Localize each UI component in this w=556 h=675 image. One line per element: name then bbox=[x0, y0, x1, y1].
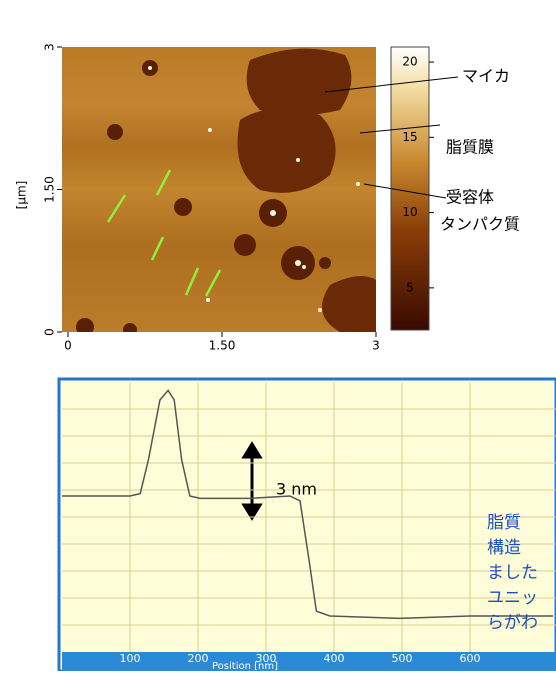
y-tick-label: 0 bbox=[43, 328, 57, 336]
annotation: 脂質膜 bbox=[446, 138, 494, 157]
page: 0 1.50 3 0 1.50 3 [µm] 5 10 15 20 マイカ脂質膜受容体タンパク質 100… bbox=[0, 0, 556, 671]
y-tick-label: 3 bbox=[43, 43, 57, 51]
x-axis-label: Position [nm] bbox=[212, 661, 278, 671]
x-tick-label: 0 bbox=[64, 339, 72, 353]
x-tick-label: 1.50 bbox=[209, 339, 236, 353]
caption: 脂質 bbox=[487, 513, 521, 533]
x-tick-label: 400 bbox=[324, 652, 345, 665]
colorbar-tick-label: 10 bbox=[402, 205, 417, 219]
annotation: マイカ bbox=[462, 67, 510, 86]
annotation: 受容体 bbox=[446, 188, 494, 207]
annotation: タンパク質 bbox=[440, 215, 520, 234]
x-tick-label: 100 bbox=[120, 652, 141, 665]
annotation: 3 nm bbox=[276, 480, 317, 499]
caption: 構造 bbox=[487, 538, 521, 558]
figure: 0 1.50 3 0 1.50 3 [µm] 5 10 15 20 マイカ脂質膜受容体タンパク質 100… bbox=[0, 0, 556, 671]
colorbar-tick-label: 15 bbox=[402, 130, 417, 144]
x-tick-label: 200 bbox=[188, 652, 209, 665]
y-axis-label: [µm] bbox=[15, 181, 29, 210]
colorbar-tick-label: 5 bbox=[406, 280, 414, 294]
caption: ユニッ bbox=[487, 588, 538, 608]
afm-image bbox=[62, 47, 376, 337]
x-tick-label: 600 bbox=[460, 652, 481, 665]
colorbar-tick-label: 20 bbox=[402, 55, 417, 69]
caption: らがわ bbox=[487, 613, 538, 633]
x-tick-label: 3 bbox=[372, 339, 380, 353]
caption: ました bbox=[487, 563, 538, 583]
x-tick-label: 500 bbox=[392, 652, 413, 665]
y-tick-label: 1.50 bbox=[43, 176, 57, 203]
